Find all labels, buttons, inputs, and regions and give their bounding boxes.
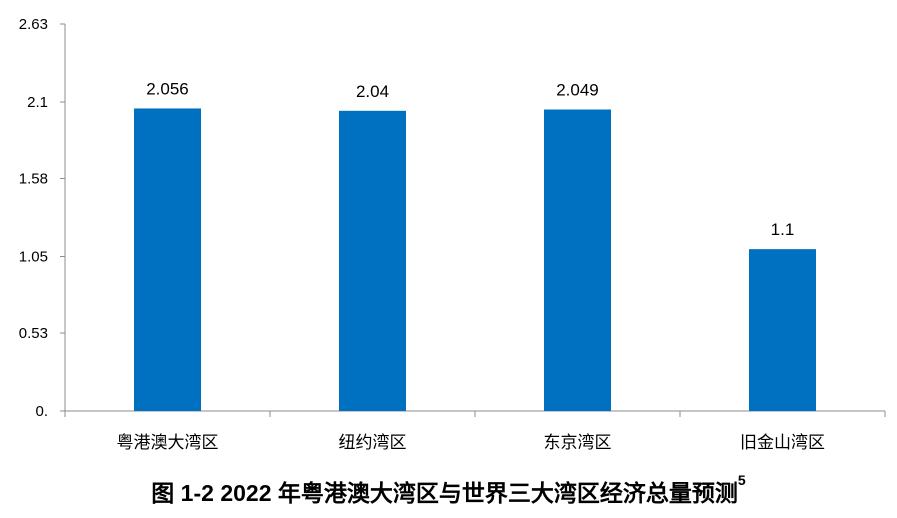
category-label: 粤港澳大湾区 [117,433,219,452]
category-labels: 粤港澳大湾区 纽约湾区 东京湾区 旧金山湾区 [117,433,826,452]
y-tick-label: 1.05 [19,248,48,265]
figure-caption: 图 1-2 2022 年粤港澳大湾区与世界三大湾区经济总量预测5 [0,472,897,508]
category-label: 东京湾区 [544,433,612,452]
bar [749,249,816,411]
y-tick-label: 2.63 [19,16,48,33]
y-tick-label: 0. [35,403,48,420]
data-label: 2.04 [356,82,389,101]
y-axis: 0. 0.53 1.05 1.58 2.1 2.63 [19,16,66,420]
category-label: 旧金山湾区 [740,433,825,452]
data-label: 1.1 [771,220,795,239]
bars [134,108,816,411]
data-label: 2.056 [146,79,189,98]
y-tick-label: 2.1 [27,94,48,111]
bar [134,108,201,411]
category-label: 纽约湾区 [339,433,407,452]
caption-text: 图 1-2 2022 年粤港澳大湾区与世界三大湾区经济总量预测 [151,480,738,506]
bar-chart: 0.0.531.051.582.12.63 2.056 2.04 2.0491.1 … [19,16,886,452]
footnote-marker: 5 [737,472,746,488]
bar [544,109,611,411]
data-labels: 2.056 2.04 2.049 1.1 [146,79,794,239]
y-tick-label: 1.58 [19,171,48,188]
y-tick-label: 0.53 [19,325,48,342]
x-axis [64,410,886,417]
bar [339,110,406,411]
data-label: 2.049 [556,80,599,99]
